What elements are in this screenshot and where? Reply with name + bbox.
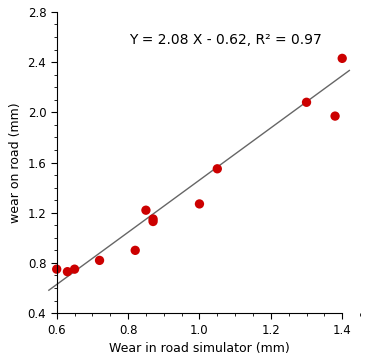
Point bbox=[196, 201, 202, 207]
Point bbox=[97, 257, 102, 263]
Point bbox=[332, 113, 338, 119]
Point bbox=[150, 219, 156, 224]
Point bbox=[150, 216, 156, 222]
Y-axis label: wear on road (mm): wear on road (mm) bbox=[9, 102, 22, 223]
Point bbox=[132, 248, 138, 253]
Point bbox=[54, 266, 60, 272]
Point bbox=[304, 100, 309, 105]
Text: Y = 2.08 X - 0.62, R² = 0.97: Y = 2.08 X - 0.62, R² = 0.97 bbox=[129, 33, 321, 47]
Point bbox=[143, 207, 149, 213]
Point bbox=[214, 166, 220, 172]
Point bbox=[65, 269, 70, 274]
X-axis label: Wear in road simulator (mm): Wear in road simulator (mm) bbox=[109, 342, 290, 355]
Point bbox=[72, 266, 77, 272]
Point bbox=[339, 55, 345, 61]
